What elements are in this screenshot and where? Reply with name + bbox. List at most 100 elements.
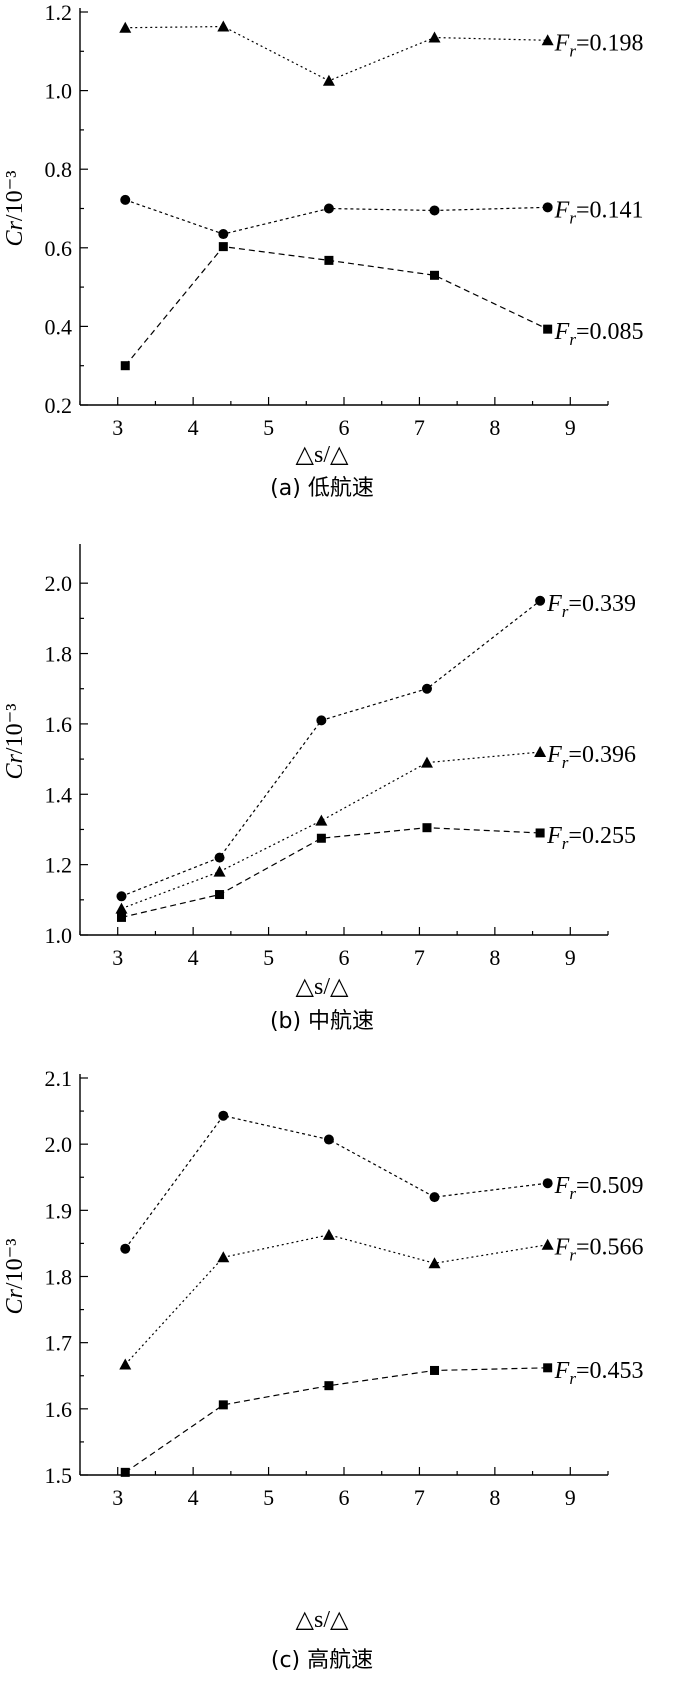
data-point-circle	[542, 1178, 553, 1189]
data-point-triangle	[428, 31, 441, 43]
data-point-triangle	[315, 814, 328, 826]
y-tick-label: 1.0	[45, 923, 73, 948]
data-point-triangle	[322, 1228, 335, 1240]
series-label: Fr=0.339	[546, 591, 636, 621]
x-tick-label: 6	[339, 415, 350, 440]
data-point-triangle	[213, 865, 226, 877]
data-point-circle	[323, 203, 334, 214]
y-tick-label: 1.8	[45, 1265, 73, 1290]
series-line	[125, 199, 548, 235]
data-point-square	[218, 1400, 228, 1410]
data-point-square	[430, 1365, 440, 1375]
data-point-triangle	[115, 902, 128, 914]
x-tick-label: 3	[112, 1485, 123, 1510]
data-point-square	[543, 1363, 553, 1373]
series-label: Fr=0.255	[546, 823, 636, 853]
data-point-square	[215, 890, 225, 900]
x-tick-label: 4	[188, 945, 199, 970]
x-axis-title: △s/△	[296, 442, 349, 468]
data-point-square	[324, 255, 334, 265]
data-point-square	[120, 1467, 130, 1477]
y-tick-label: 2.0	[45, 571, 73, 596]
x-tick-label: 8	[489, 1485, 500, 1510]
series-label: Fr=0.566	[554, 1235, 644, 1265]
chart-caption: (a) 低航速	[270, 476, 374, 501]
series-line	[121, 600, 541, 897]
x-tick-label: 3	[112, 415, 123, 440]
x-tick-label: 8	[489, 415, 500, 440]
data-point-triangle	[420, 756, 433, 768]
y-tick-label: 1.9	[45, 1198, 73, 1223]
data-point-square	[120, 361, 130, 371]
x-tick-label: 5	[263, 945, 274, 970]
y-tick-label: 1.0	[45, 79, 73, 104]
series-label: Fr=0.141	[554, 197, 644, 227]
y-tick-label: 1.2	[45, 853, 73, 878]
data-point-triangle	[428, 1257, 441, 1269]
y-axis-title: Cr/10⁻³	[2, 1239, 28, 1315]
data-point-square	[316, 833, 326, 843]
chart-caption: (b) 中航速	[270, 1009, 374, 1034]
data-point-circle	[116, 891, 127, 902]
y-axis-title: Cr/10⁻³	[2, 171, 28, 247]
x-tick-label: 8	[489, 945, 500, 970]
x-tick-label: 7	[414, 945, 425, 970]
series-triangle: Fr=0.198	[119, 20, 644, 86]
series-line	[124, 1367, 548, 1473]
series-label: Fr=0.085	[554, 319, 644, 349]
x-tick-label: 5	[263, 415, 274, 440]
data-point-square	[324, 1381, 334, 1391]
series-triangle: Fr=0.396	[115, 742, 636, 914]
data-point-square	[116, 912, 126, 922]
chart-panel-1: 3 4 5 6 7 8 9 0.2 0.4 0.6 0.8 1.0 1.2 Cr/10⁻³ △s/△ (a) …	[2, 0, 644, 501]
data-point-circle	[120, 194, 131, 205]
y-tick-label: 2.0	[45, 1132, 73, 1157]
data-point-square	[422, 823, 432, 833]
data-point-triangle	[217, 20, 230, 32]
data-point-square	[430, 270, 440, 280]
data-point-triangle	[541, 1238, 554, 1250]
y-tick-label: 1.6	[45, 712, 73, 737]
data-point-triangle	[119, 21, 132, 33]
x-axis-title: △s/△	[296, 974, 349, 1000]
chart-panel-3: 3 4 5 6 7 8 9 1.5 1.6 1.7 1.8 1.9 2.0 2.1 Cr/10⁻³ △s/△ (…	[2, 1066, 644, 1673]
series-circle: Fr=0.509	[120, 1110, 644, 1254]
data-point-circle	[429, 205, 440, 216]
x-tick-label: 5	[263, 1485, 274, 1510]
data-point-circle	[429, 1192, 440, 1203]
x-tick-label: 7	[414, 415, 425, 440]
data-point-circle	[316, 715, 327, 726]
y-tick-label: 0.2	[45, 393, 73, 418]
data-point-circle	[421, 683, 432, 694]
y-tick-label: 0.6	[45, 236, 73, 261]
y-tick-label: 2.1	[45, 1066, 73, 1091]
data-point-circle	[218, 1110, 229, 1121]
x-tick-label: 6	[339, 945, 350, 970]
chart-caption: (c) 高航速	[271, 1648, 373, 1673]
x-tick-label: 6	[339, 1485, 350, 1510]
y-tick-label: 0.4	[45, 314, 73, 339]
series-label: Fr=0.453	[554, 1358, 644, 1388]
data-point-square	[218, 242, 228, 252]
x-tick-label: 9	[565, 1485, 576, 1510]
series-line	[124, 1115, 548, 1250]
data-point-triangle	[534, 746, 547, 758]
series-square: Fr=0.453	[120, 1358, 644, 1477]
series-label: Fr=0.198	[554, 30, 644, 60]
data-point-circle	[542, 202, 553, 213]
y-tick-label: 1.4	[45, 782, 73, 807]
data-point-square	[543, 324, 553, 334]
data-point-circle	[535, 595, 546, 606]
data-point-triangle	[119, 1358, 132, 1370]
data-point-triangle	[217, 1251, 230, 1263]
data-point-circle	[214, 852, 225, 863]
y-tick-label: 1.5	[45, 1463, 73, 1488]
y-tick-label: 0.8	[45, 157, 73, 182]
x-tick-label: 9	[565, 415, 576, 440]
series-label: Fr=0.396	[546, 742, 636, 772]
series-line	[125, 25, 548, 82]
y-axis-title: Cr/10⁻³	[2, 704, 28, 780]
data-point-triangle	[541, 34, 554, 46]
series-line	[124, 245, 548, 367]
